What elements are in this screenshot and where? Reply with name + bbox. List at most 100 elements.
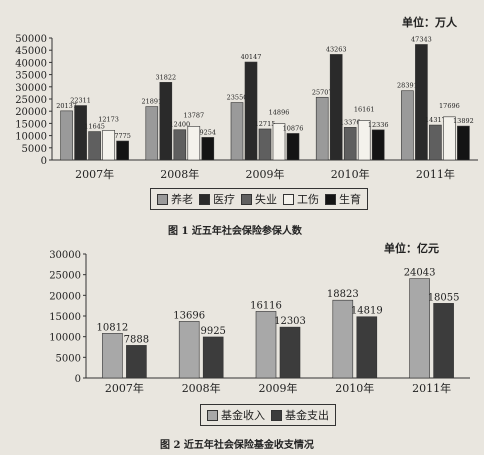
data-label: 21891 — [141, 98, 162, 106]
data-label: 7775 — [114, 132, 131, 140]
legend-item-medical: 医疗 — [199, 191, 235, 207]
x-tick-label: 2010年 — [331, 167, 370, 181]
x-tick-label: 2008年 — [182, 381, 221, 395]
data-label: 18055 — [428, 292, 460, 303]
legend-label-maternity: 生育 — [339, 193, 361, 206]
bar-3-4 — [443, 116, 456, 161]
y-tick-label: 10000 — [49, 333, 81, 344]
bar-2-2 — [258, 128, 272, 161]
y-tick-label: 30000 — [49, 250, 81, 261]
x-tick-label: 2008年 — [160, 167, 199, 181]
bar-1-3 — [356, 316, 378, 379]
legend-label-injury: 工伤 — [297, 193, 319, 206]
legend-swatch-fund-income — [207, 409, 218, 421]
x-tick-label: 2009年 — [246, 167, 285, 181]
chart2-caption: 图 2 近五年社会保险基金收支情况 — [160, 440, 314, 451]
bar-4-2 — [286, 133, 300, 161]
legend-label-fund-expense: 基金支出 — [285, 409, 329, 422]
bar-4-0 — [116, 140, 129, 161]
bar-0-4 — [401, 90, 414, 161]
legend-item-maternity: 生育 — [325, 191, 361, 207]
bar-1-0 — [126, 345, 147, 379]
bar-1-2 — [279, 326, 301, 379]
bar-0-0 — [102, 333, 123, 379]
legend-label-medical: 医疗 — [213, 193, 235, 206]
bar-1-4 — [415, 44, 428, 161]
data-label: 14896 — [269, 109, 290, 117]
bar-1-3 — [329, 54, 343, 161]
data-label: 13787 — [183, 111, 204, 119]
bar-4-4 — [457, 125, 470, 161]
y-tick-label: 30000 — [15, 83, 47, 94]
data-label: 22311 — [70, 97, 91, 105]
bar-0-2 — [255, 311, 277, 379]
data-label: 23550 — [227, 94, 248, 102]
legend-item-fund-income: 基金收入 — [207, 407, 265, 423]
data-label: 31822 — [155, 73, 176, 81]
data-label: 9925 — [200, 326, 225, 337]
y-tick-label: 5000 — [56, 353, 81, 364]
bar-2-0 — [88, 131, 101, 161]
data-label: 13892 — [453, 117, 474, 125]
legend-item-injury: 工伤 — [283, 191, 319, 207]
data-label: 14317 — [425, 116, 446, 124]
bar-0-1 — [145, 106, 159, 161]
x-tick-label: 2009年 — [259, 381, 298, 395]
bar-1-0 — [74, 105, 87, 161]
y-tick-label: 40000 — [15, 58, 47, 69]
data-label: 28391 — [397, 82, 418, 90]
legend-label-pension: 养老 — [171, 193, 193, 206]
data-label: 10812 — [96, 322, 128, 333]
y-tick-label: 45000 — [15, 46, 47, 57]
legend-item-pension: 养老 — [157, 191, 193, 207]
legend-item-unemployment: 失业 — [241, 191, 277, 207]
data-label: 47343 — [411, 35, 432, 43]
data-label: 13696 — [173, 310, 205, 321]
y-tick-label: 25000 — [15, 95, 47, 106]
data-label: 14819 — [351, 306, 383, 317]
bar-1-1 — [159, 82, 173, 161]
y-tick-label: 10000 — [15, 132, 47, 143]
legend-label-unemployment: 失业 — [255, 193, 277, 206]
data-label: 12400 — [169, 121, 190, 129]
bar-0-3 — [315, 96, 329, 161]
data-label: 13376 — [340, 118, 361, 126]
y-tick-label: 0 — [75, 374, 81, 385]
legend-item-fund-expense: 基金支出 — [271, 407, 329, 423]
bar-2-3 — [343, 127, 357, 161]
x-tick-label: 2007年 — [75, 167, 114, 181]
data-label: 12715 — [255, 120, 276, 128]
bar-1-1 — [202, 336, 224, 379]
data-label: 12303 — [274, 316, 306, 327]
x-tick-label: 2010年 — [335, 381, 374, 395]
data-label: 12336 — [368, 121, 389, 129]
data-label: 25707 — [312, 88, 333, 96]
chart1-legend: 养老 医疗 失业 工伤 生育 — [150, 188, 368, 210]
chart1-unit-label: 单位：万人 — [402, 16, 457, 29]
data-label: 24043 — [404, 268, 436, 279]
bar-0-4 — [409, 278, 430, 379]
bar-0-2 — [230, 102, 244, 161]
bar-1-4 — [433, 303, 454, 379]
y-tick-label: 20000 — [49, 291, 81, 302]
y-tick-label: 0 — [41, 156, 47, 167]
chart2-unit-label: 单位：亿元 — [384, 242, 439, 255]
legend-label-fund-income: 基金收入 — [221, 409, 265, 422]
y-tick-label: 35000 — [15, 71, 47, 82]
legend-swatch-maternity — [325, 193, 336, 205]
y-tick-label: 5000 — [22, 144, 47, 155]
bar-3-3 — [357, 120, 371, 161]
data-label: 10876 — [283, 124, 304, 132]
chart2-legend: 基金收入 基金支出 — [200, 404, 336, 426]
data-label: 16161 — [354, 106, 375, 114]
bar-2-1 — [173, 129, 187, 161]
legend-swatch-medical — [199, 193, 210, 205]
x-tick-label: 2011年 — [412, 381, 451, 395]
bar-1-2 — [244, 61, 258, 161]
bar-4-3 — [371, 129, 385, 161]
y-tick-label: 15000 — [15, 119, 47, 130]
y-tick-label: 25000 — [49, 271, 81, 282]
bar-3-1 — [187, 126, 201, 161]
data-label: 16116 — [250, 300, 282, 311]
